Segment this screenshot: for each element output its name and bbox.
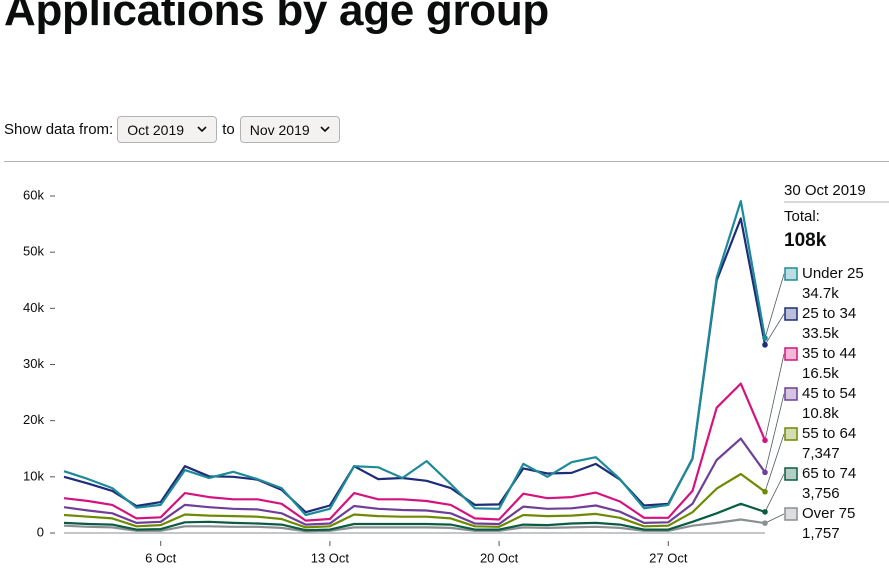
- legend-name: 55 to 64: [802, 425, 856, 442]
- y-tick-label: 50k: [23, 244, 44, 259]
- legend-value: 34.7k: [802, 285, 839, 302]
- y-tick-label: 0: [37, 524, 44, 539]
- y-tick-label: 30k: [23, 356, 44, 371]
- last-point: [762, 469, 768, 476]
- last-point: [762, 342, 768, 348]
- legend-name: Under 25: [802, 265, 864, 282]
- series-line: [63, 472, 766, 529]
- legend-total: 108k: [784, 230, 827, 251]
- legend-swatch: [784, 467, 798, 481]
- leader-line: [764, 353, 785, 441]
- leader-line: [764, 393, 785, 473]
- separator: [4, 161, 889, 162]
- last-point: [762, 335, 768, 341]
- controls-label: Show data from:: [4, 121, 114, 138]
- last-point: [762, 437, 768, 444]
- series-line: [63, 502, 766, 532]
- to-select[interactable]: Nov 2019: [239, 116, 340, 143]
- legend-value: 1,757: [802, 525, 840, 542]
- last-point: [762, 509, 768, 515]
- from-value: Oct 2019: [127, 121, 185, 138]
- page-title: Applications by age group: [4, 0, 549, 35]
- legend-value: 7,347: [802, 445, 840, 462]
- legend-swatch: [784, 387, 798, 401]
- leader-line: [764, 313, 785, 346]
- series-line: [63, 518, 766, 533]
- leader-line: [764, 513, 785, 524]
- last-point: [762, 520, 768, 526]
- date-controls: Show data from: Oct 2019 to Nov 2019: [4, 116, 340, 143]
- legend-name: 25 to 34: [802, 305, 856, 322]
- x-tick-label: 6 Oct: [145, 550, 176, 565]
- series-line: [63, 217, 767, 514]
- legend-name: 45 to 54: [802, 385, 856, 402]
- to-label: to: [222, 121, 235, 138]
- to-value: Nov 2019: [249, 121, 310, 138]
- legend-name: 65 to 74: [802, 465, 856, 482]
- legend-name: Over 75: [802, 505, 855, 522]
- leader-line: [764, 433, 785, 492]
- x-tick-label: 20 Oct: [480, 550, 519, 565]
- chevron: [320, 126, 330, 133]
- legend-swatch: [784, 307, 798, 321]
- legend-name: 35 to 44: [802, 345, 856, 362]
- legend-date: 30 Oct 2019: [784, 182, 866, 199]
- chevron: [197, 126, 207, 133]
- x-tick-label: 13 Oct: [311, 550, 350, 565]
- legend-value: 3,756: [802, 485, 840, 502]
- series-line: [63, 382, 767, 522]
- y-tick-label: 40k: [23, 300, 44, 315]
- x-tick-label: 27 Oct: [649, 550, 688, 565]
- legend-value: 33.5k: [802, 325, 839, 342]
- series-line: [63, 200, 767, 517]
- series-line: [63, 437, 766, 526]
- legend-swatch: [784, 427, 798, 441]
- legend-value: 16.5k: [802, 365, 839, 382]
- y-tick-label: 60k: [23, 187, 44, 202]
- legend-swatch: [784, 507, 798, 521]
- y-tick-label: 10k: [23, 468, 44, 483]
- legend-value: 10.8k: [802, 405, 839, 422]
- leader-line: [764, 273, 785, 339]
- leader-line: [764, 473, 785, 513]
- legend-swatch: [784, 267, 798, 281]
- last-point: [762, 488, 768, 495]
- legend-total-label: Total:: [784, 208, 820, 225]
- legend-swatch: [784, 347, 798, 361]
- y-tick-label: 20k: [23, 412, 44, 427]
- from-select[interactable]: Oct 2019: [117, 116, 218, 143]
